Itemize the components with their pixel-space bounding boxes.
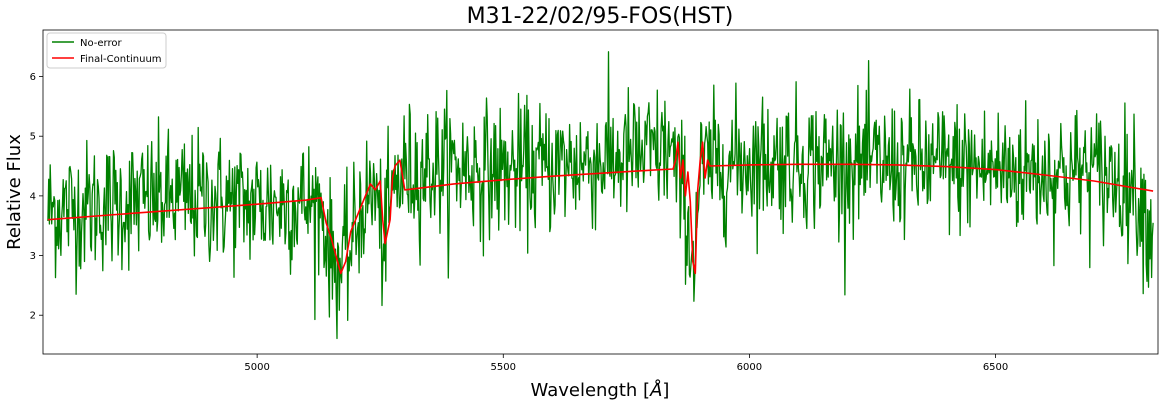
series-line-0: [47, 51, 1154, 340]
x-axis-label-close: ]: [662, 380, 669, 401]
y-axis-label: Relative Flux: [4, 134, 25, 250]
y-tick-label: 6: [30, 72, 36, 83]
x-axis-label-unit: Å: [649, 379, 662, 401]
x-axis-label-text: Wavelength [: [531, 380, 651, 401]
y-tick-label: 3: [30, 251, 36, 262]
x-tick-label: 5500: [491, 362, 516, 373]
x-tick-label: 5000: [244, 362, 269, 373]
x-axis-label: Wavelength [Å]: [531, 379, 670, 401]
axes-frame: [42, 29, 1159, 355]
y-axis: 2 3 4 5 6: [30, 72, 43, 322]
y-tick-label: 5: [30, 132, 36, 143]
legend-box: [46, 32, 167, 69]
chart-title: M31-22/02/95-FOS(HST): [467, 4, 734, 29]
legend-label-final-continuum: Final-Continuum: [80, 54, 162, 65]
x-tick-label: 6000: [737, 362, 762, 373]
y-tick-label: 4: [30, 191, 36, 202]
x-tick-label: 6500: [983, 362, 1008, 373]
legend-label-no-error: No-error: [80, 38, 122, 49]
x-axis: 5000 5500 6000 6500: [244, 354, 1008, 373]
y-tick-label: 2: [30, 311, 36, 322]
plot-area: [47, 51, 1154, 340]
legend: No-error Final-Continuum: [46, 32, 167, 69]
series-line-1: [47, 141, 1154, 275]
